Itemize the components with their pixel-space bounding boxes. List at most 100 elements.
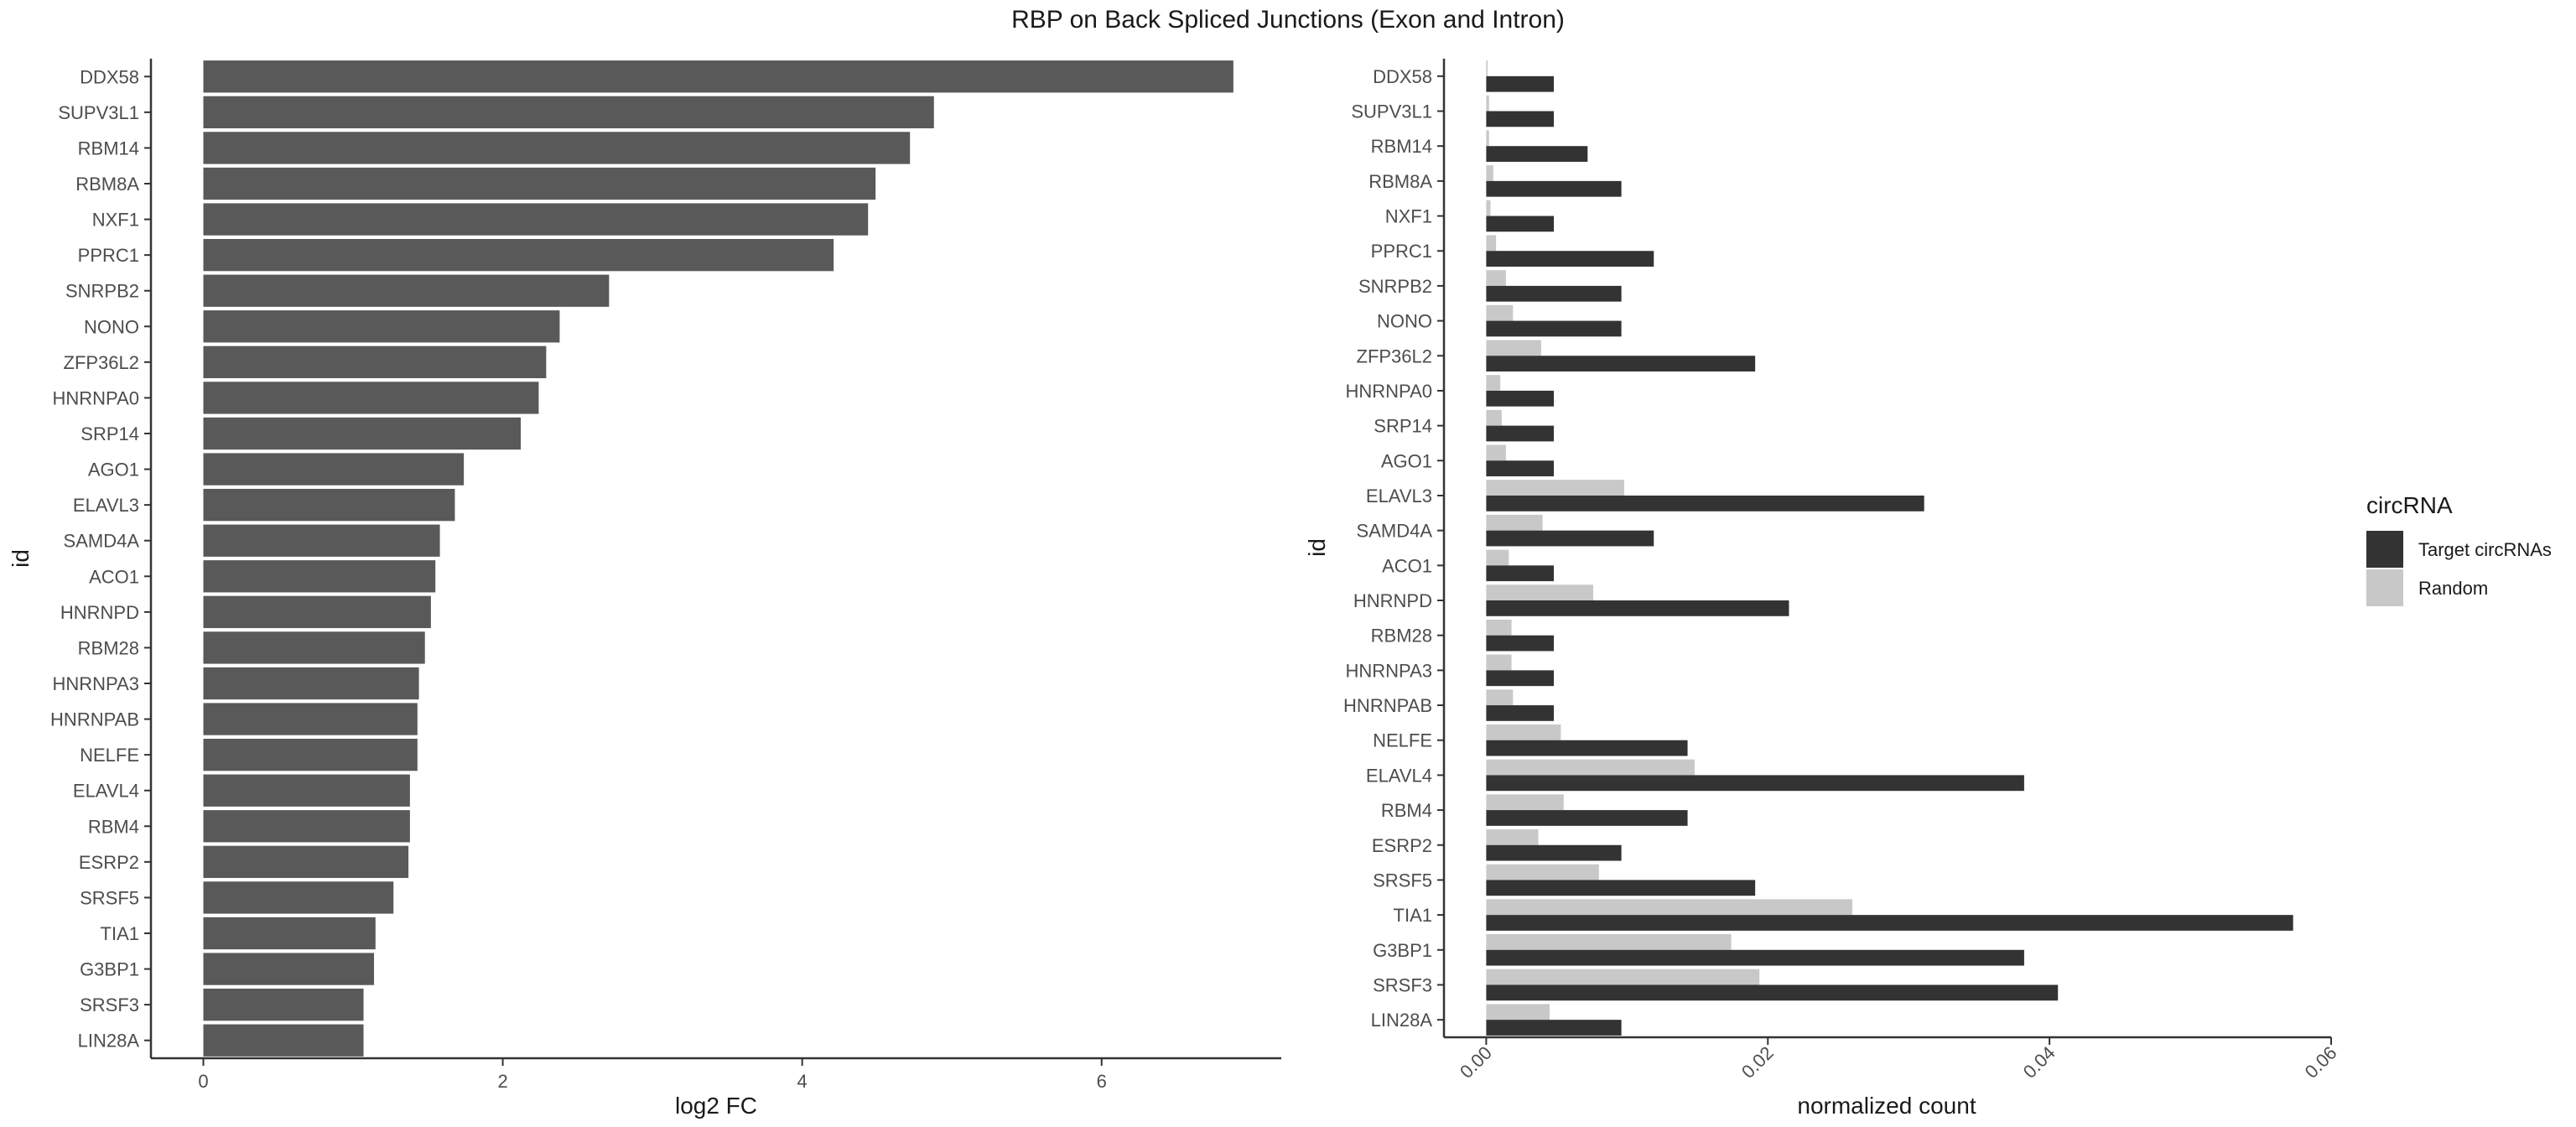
left-x-ticks: 0 2 4 6 [198,1058,1107,1092]
right-y-label-samd4a: SAMD4A [1357,521,1433,542]
bar-target-circrnas-srsf5 [1486,880,1756,896]
bar-nono [203,310,560,343]
bar-nelfe [203,738,418,771]
left-y-label-snrpb2: SNRPB2 [65,281,139,302]
right-y-label-esrp2: ESRP2 [1372,835,1432,856]
right-y-label-g3bp1: G3BP1 [1373,940,1432,961]
bar-ago1 [203,453,465,486]
bar-random-hnrnpa0 [1486,375,1501,391]
bar-random-elavl3 [1486,480,1624,496]
bar-hnrnpd [203,595,431,629]
left-y-label-rbm14: RBM14 [78,138,139,158]
legend-label-random: Random [2418,578,2488,599]
right-bars [1486,60,2293,1036]
left-y-label-nelfe: NELFE [80,745,139,766]
bar-zfp36l2 [203,345,547,379]
bar-random-srsf3 [1486,969,1760,985]
bar-samd4a [203,524,440,557]
left-y-label-samd4a: SAMD4A [64,531,140,552]
left-bars [203,60,1233,1057]
right-y-label-supv3l1: SUPV3L1 [1351,101,1432,122]
right-y-tick-labels: DDX58 SUPV3L1 RBM14 RBM8A NXF1 PPRC1 SNRPB2 NON… [1343,66,1444,1031]
left-y-label-elavl3: ELAVL3 [73,495,139,516]
left-y-label-nono: NONO [84,316,139,337]
left-y-label-hnrnpa3: HNRNPA3 [52,673,139,694]
bar-supv3l1 [203,96,934,129]
left-y-label-ago1: AGO1 [88,460,139,480]
bar-target-circrnas-elavl3 [1486,495,1924,512]
bar-ddx58 [203,60,1233,93]
right-y-label-nelfe: NELFE [1373,730,1432,751]
left-x-tick-label: 4 [797,1071,808,1092]
right-y-label-ago1: AGO1 [1381,450,1432,471]
bar-random-ddx58 [1486,60,1488,76]
left-y-label-aco1: ACO1 [89,566,139,587]
bar-target-circrnas-ddx58 [1486,75,1554,92]
right-y-label-hnrnpab: HNRNPAB [1343,695,1432,716]
right-y-label-srsf5: SRSF5 [1373,870,1432,891]
right-y-label-hnrnpa3: HNRNPA3 [1345,660,1432,681]
left-y-label-rbm28: RBM28 [78,637,139,658]
bar-elavl4 [203,774,410,807]
bar-target-circrnas-tia1 [1486,915,2293,931]
legend-swatch-target-circrnas [2366,531,2403,568]
left-y-label-rbm8a: RBM8A [75,174,139,195]
left-y-label-pprc1: PPRC1 [78,245,139,266]
right-x-axis-title: normalized count [1797,1093,1976,1119]
bar-target-circrnas-pprc1 [1486,251,1654,267]
left-y-label-srsf5: SRSF5 [80,887,139,908]
left-y-tick-labels: DDX58 SUPV3L1 RBM14 RBM8A NXF1 PPRC1 SNRPB2 NON… [50,66,151,1052]
bar-random-zfp36l2 [1486,340,1541,356]
bar-target-circrnas-srsf3 [1486,984,2059,1001]
right-y-label-zfp36l2: ZFP36L2 [1357,345,1433,366]
bar-pprc1 [203,238,834,272]
right-y-label-hnrnpd: HNRNPD [1353,590,1432,611]
right-y-label-srp14: SRP14 [1374,416,1432,437]
right-y-label-nono: NONO [1377,311,1432,332]
bar-tia1 [203,917,376,950]
bar-target-circrnas-esrp2 [1486,844,1622,861]
left-y-label-lin28a: LIN28A [78,1031,140,1052]
bar-target-circrnas-srp14 [1486,425,1554,442]
left-y-label-hnrnpab: HNRNPAB [50,709,139,730]
left-y-label-hnrnpa0: HNRNPA0 [52,387,139,408]
right-y-label-rbm8a: RBM8A [1368,171,1432,192]
bar-elavl3 [203,488,455,522]
left-y-label-elavl4: ELAVL4 [73,781,139,802]
bar-rbm8a [203,167,876,200]
bar-target-circrnas-nelfe [1486,740,1688,756]
left-y-label-zfp36l2: ZFP36L2 [64,352,140,373]
left-y-label-rbm4: RBM4 [88,816,139,837]
right-y-label-snrpb2: SNRPB2 [1358,276,1432,297]
bar-random-nxf1 [1486,200,1491,216]
left-y-label-hnrnpd: HNRNPD [60,602,139,623]
left-y-label-nxf1: NXF1 [92,210,139,231]
bar-hnrnpa3 [203,667,419,700]
right-y-label-lin28a: LIN28A [1371,1010,1433,1031]
bar-target-circrnas-rbm8a [1486,180,1622,197]
right-x-tick-label: 0.00 [1456,1042,1496,1083]
bar-random-aco1 [1486,549,1509,566]
bar-random-lin28a [1486,1004,1550,1021]
bar-rbm14 [203,132,911,164]
legend-label-target-circrnas: Target circRNAs [2418,539,2552,560]
bar-random-tia1 [1486,899,1853,916]
right-x-ticks: 0.00 0.02 0.04 0.06 [1456,1037,2341,1083]
bar-target-circrnas-zfp36l2 [1486,356,1756,372]
right-y-label-pprc1: PPRC1 [1371,241,1432,262]
right-y-axis-title: id [1304,538,1330,557]
left-x-axis-title: log2 FC [675,1093,757,1119]
bar-target-circrnas-ago1 [1486,460,1554,477]
bar-target-circrnas-snrpb2 [1486,285,1622,302]
right-y-label-elavl3: ELAVL3 [1366,486,1432,506]
legend-title: circRNA [2366,492,2453,518]
right-y-label-ddx58: DDX58 [1373,66,1432,87]
bar-target-circrnas-lin28a [1486,1020,1622,1036]
bar-target-circrnas-hnrnpa3 [1486,670,1554,687]
bar-random-g3bp1 [1486,934,1732,950]
bar-esrp2 [203,845,409,879]
legend: circRNA Target circRNAs Random [2366,492,2552,606]
right-y-label-srsf3: SRSF3 [1373,974,1432,995]
bar-hnrnpa0 [203,382,539,414]
right-y-label-tia1: TIA1 [1394,905,1432,926]
